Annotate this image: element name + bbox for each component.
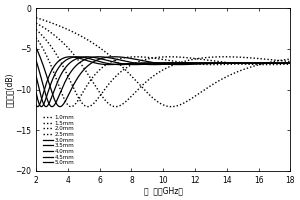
- 3.5mm: [61, 87, 64, 89]
- 3.0mm: [61, 104, 64, 107]
- 1.0mm: [289, 58, 292, 60]
- 4.0mm: [44, 105, 48, 108]
- 3.5mm: [289, 62, 292, 64]
- 5.0mm: [289, 62, 292, 64]
- Line: 2.0mm: 2.0mm: [36, 30, 290, 107]
- 4.5mm: [147, 62, 150, 64]
- 4.5mm: [61, 62, 64, 64]
- 4.0mm: [85, 56, 89, 58]
- 3.5mm: [50, 105, 54, 108]
- 1.0mm: [137, 83, 141, 85]
- 4.5mm: [138, 62, 141, 65]
- 3.0mm: [209, 62, 213, 65]
- 5.0mm: [36, 105, 39, 108]
- Line: 3.5mm: 3.5mm: [36, 57, 290, 107]
- 2.5mm: [69, 105, 73, 108]
- 4.5mm: [76, 56, 80, 58]
- 4.5mm: [34, 92, 38, 94]
- Line: 3.0mm: 3.0mm: [36, 48, 290, 107]
- 4.5mm: [233, 62, 237, 64]
- 4.5mm: [289, 62, 292, 64]
- Y-axis label: 反射损耗(dB): 反射损耗(dB): [5, 72, 14, 107]
- 2.0mm: [289, 63, 292, 65]
- 1.5mm: [114, 105, 117, 108]
- 4.0mm: [209, 62, 213, 64]
- 2.0mm: [209, 59, 213, 62]
- 3.0mm: [237, 62, 241, 64]
- 3.0mm: [147, 61, 150, 63]
- 1.5mm: [237, 56, 241, 58]
- 4.5mm: [40, 105, 43, 108]
- 2.0mm: [34, 28, 38, 31]
- 5.0mm: [209, 62, 213, 64]
- 5.0mm: [34, 104, 38, 106]
- 1.5mm: [233, 56, 236, 58]
- 2.0mm: [60, 63, 64, 66]
- 4.0mm: [138, 63, 141, 66]
- X-axis label: 频  率（GHz）: 频 率（GHz）: [144, 186, 183, 195]
- Line: 1.5mm: 1.5mm: [36, 23, 290, 107]
- 5.0mm: [147, 62, 150, 64]
- 2.5mm: [137, 56, 141, 58]
- 1.0mm: [233, 72, 236, 74]
- 2.5mm: [34, 36, 38, 39]
- Line: 2.5mm: 2.5mm: [36, 38, 290, 107]
- 3.5mm: [233, 62, 237, 64]
- 4.0mm: [61, 71, 64, 73]
- 2.5mm: [147, 56, 150, 59]
- 2.5mm: [60, 93, 64, 95]
- 1.0mm: [34, 16, 38, 19]
- 4.0mm: [238, 62, 241, 64]
- 3.0mm: [289, 62, 292, 64]
- 5.0mm: [233, 62, 237, 64]
- 3.5mm: [147, 63, 150, 66]
- 2.5mm: [233, 63, 236, 65]
- 2.5mm: [237, 63, 241, 65]
- 2.5mm: [289, 62, 292, 64]
- 5.0mm: [238, 62, 241, 64]
- 2.0mm: [137, 60, 141, 63]
- 1.0mm: [209, 84, 213, 87]
- 3.0mm: [233, 62, 236, 64]
- 1.5mm: [209, 56, 213, 58]
- Line: 1.0mm: 1.0mm: [36, 18, 290, 107]
- 4.0mm: [233, 62, 237, 64]
- 1.0mm: [169, 105, 173, 108]
- 4.0mm: [289, 62, 292, 64]
- 5.0mm: [138, 62, 141, 64]
- 1.0mm: [60, 26, 64, 28]
- 3.5mm: [34, 59, 38, 62]
- 1.5mm: [147, 79, 150, 81]
- 1.5mm: [34, 22, 38, 24]
- 3.5mm: [97, 56, 101, 58]
- 3.5mm: [209, 62, 213, 64]
- 1.5mm: [137, 87, 141, 90]
- Line: 5.0mm: 5.0mm: [36, 57, 290, 107]
- 1.0mm: [237, 70, 241, 72]
- 4.5mm: [238, 62, 241, 64]
- 2.0mm: [86, 105, 90, 108]
- 3.0mm: [58, 105, 62, 108]
- 4.0mm: [147, 63, 150, 65]
- Legend: 1.0mm, 1.5mm, 2.0mm, 2.5mm, 3.0mm, 3.5mm, 4.0mm, 4.5mm, 5.0mm: 1.0mm, 1.5mm, 2.0mm, 2.5mm, 3.0mm, 3.5mm…: [41, 114, 75, 166]
- 1.0mm: [146, 92, 150, 95]
- 1.5mm: [60, 41, 64, 43]
- 4.5mm: [209, 62, 213, 64]
- 2.5mm: [209, 63, 213, 66]
- 3.0mm: [137, 59, 141, 61]
- 4.0mm: [34, 75, 38, 77]
- 2.0mm: [147, 58, 150, 60]
- 2.0mm: [233, 62, 236, 64]
- 1.5mm: [289, 60, 292, 63]
- Line: 4.5mm: 4.5mm: [36, 57, 290, 107]
- 5.0mm: [69, 56, 72, 58]
- 3.5mm: [138, 63, 141, 65]
- 2.0mm: [237, 62, 241, 65]
- 3.0mm: [34, 47, 38, 49]
- 3.5mm: [238, 62, 241, 64]
- Line: 4.0mm: 4.0mm: [36, 57, 290, 107]
- 5.0mm: [61, 57, 64, 60]
